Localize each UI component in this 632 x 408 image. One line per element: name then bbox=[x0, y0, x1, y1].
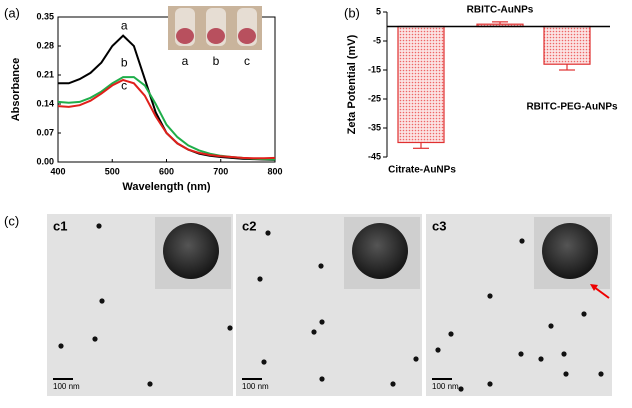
x-tick-label: 500 bbox=[105, 166, 120, 176]
image-label: c2 bbox=[242, 218, 256, 233]
scale-label: 100 nm bbox=[242, 382, 269, 391]
scale-label: 100 nm bbox=[432, 382, 459, 391]
nanoparticle-zoom bbox=[542, 223, 598, 279]
error-bar bbox=[559, 64, 575, 71]
scale-label: 100 nm bbox=[53, 382, 80, 391]
panel-label: (b) bbox=[344, 5, 360, 20]
x-tick-label: 400 bbox=[50, 166, 65, 176]
tem-panel: (c) c1 100 nm c2 100 nm c3 100 nm bbox=[4, 213, 612, 396]
category-label: RBITC-AuNPs bbox=[467, 5, 534, 16]
y-tick-label: 0.35 bbox=[36, 11, 54, 21]
y-tick-label: -5 bbox=[373, 35, 381, 45]
y-tick-label: -35 bbox=[368, 122, 381, 132]
arrow bbox=[593, 286, 610, 299]
bar bbox=[543, 25, 591, 65]
nanoparticle bbox=[96, 223, 102, 229]
nanoparticle bbox=[581, 311, 587, 317]
curve-label: a bbox=[121, 18, 128, 32]
x-tick-label: 700 bbox=[213, 166, 228, 176]
x-axis-label: Wavelength (nm) bbox=[122, 181, 211, 193]
photo-label: b bbox=[213, 54, 220, 68]
photo-label: c bbox=[244, 54, 250, 68]
y-tick-label: 0.28 bbox=[36, 40, 54, 50]
vial-liquid bbox=[176, 28, 194, 44]
y-tick-label: 5 bbox=[376, 6, 381, 16]
nanoparticle bbox=[265, 230, 271, 236]
nanoparticle bbox=[518, 351, 524, 357]
photo-label: a bbox=[182, 54, 189, 68]
nanoparticle bbox=[58, 343, 64, 349]
nanoparticle bbox=[318, 263, 324, 269]
vial-liquid bbox=[207, 28, 225, 44]
nanoparticle bbox=[99, 298, 105, 304]
nanoparticle bbox=[519, 238, 525, 244]
nanoparticle bbox=[435, 347, 441, 353]
nanoparticle bbox=[561, 351, 567, 357]
x-tick-label: 600 bbox=[159, 166, 174, 176]
nanoparticle-zoom bbox=[352, 223, 408, 279]
bar bbox=[397, 25, 445, 144]
nanoparticle bbox=[319, 319, 325, 325]
nanoparticle bbox=[538, 356, 544, 362]
nanoparticle bbox=[448, 331, 454, 337]
y-tick-label: -15 bbox=[368, 64, 381, 74]
arrow-head bbox=[590, 284, 598, 291]
curve-label: b bbox=[121, 56, 128, 70]
nanoparticle bbox=[147, 381, 153, 387]
panel-label: (c) bbox=[4, 213, 19, 228]
y-axis-label: Zeta Potential (mV) bbox=[346, 34, 358, 134]
x-tick-label: 800 bbox=[267, 166, 282, 176]
nanoparticle bbox=[487, 293, 493, 299]
nanoparticle bbox=[319, 376, 325, 382]
error-bar bbox=[492, 21, 508, 25]
nanoparticle bbox=[390, 381, 396, 387]
image-label: c3 bbox=[432, 218, 446, 233]
category-label: Citrate-AuNPs bbox=[388, 165, 456, 176]
nanoparticle bbox=[487, 381, 493, 387]
curve-label: c bbox=[121, 78, 127, 92]
error-bar bbox=[413, 142, 429, 149]
vial-liquid bbox=[238, 28, 256, 44]
panel-label: (a) bbox=[4, 5, 20, 20]
nanoparticle bbox=[548, 323, 554, 329]
y-axis-label: Absorbance bbox=[10, 58, 22, 122]
spectrum-line bbox=[57, 78, 276, 160]
y-tick-label: 0.07 bbox=[36, 127, 54, 137]
y-tick-label: 0.14 bbox=[36, 98, 54, 108]
nanoparticle bbox=[311, 329, 317, 335]
image-label: c1 bbox=[53, 218, 67, 233]
nanoparticle bbox=[563, 371, 569, 377]
nanoparticle bbox=[257, 276, 263, 282]
nanoparticle bbox=[261, 359, 267, 365]
nanoparticle bbox=[227, 325, 233, 331]
spectrum-line bbox=[57, 76, 276, 161]
nanoparticle bbox=[458, 386, 464, 392]
y-tick-label: -45 bbox=[368, 151, 381, 161]
category-label: RBITC-PEG-AuNPs bbox=[526, 102, 618, 113]
y-tick-label: 0.00 bbox=[36, 156, 54, 166]
nanoparticle-zoom bbox=[163, 223, 219, 279]
nanoparticle bbox=[413, 356, 419, 362]
nanoparticle bbox=[598, 371, 604, 377]
y-tick-label: 0.21 bbox=[36, 69, 54, 79]
nanoparticle bbox=[92, 336, 98, 342]
y-tick-label: -25 bbox=[368, 93, 381, 103]
